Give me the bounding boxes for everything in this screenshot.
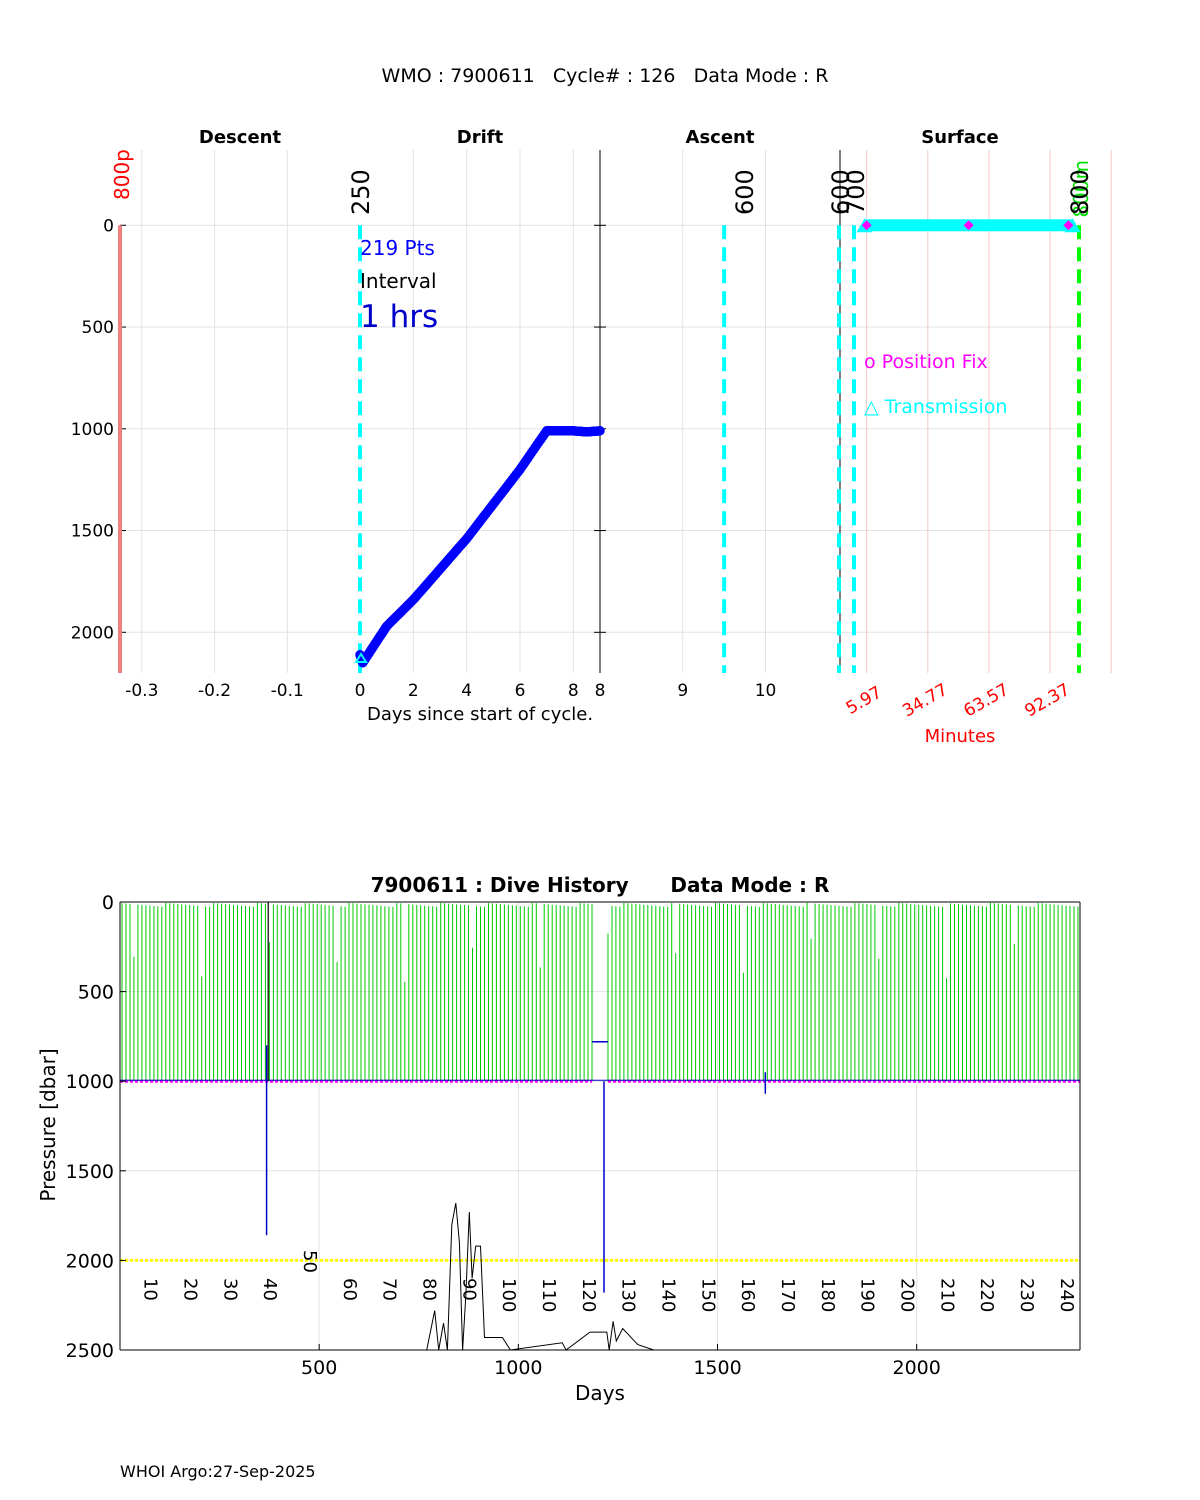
cycle-number-label: 60 bbox=[339, 1278, 360, 1301]
x-tick-label: 8 bbox=[595, 681, 606, 701]
dive-history-title: 7900611 : Dive History Data Mode : R bbox=[371, 873, 830, 897]
dive-history-axes bbox=[119, 901, 1081, 1351]
cycle-number-label: 10 bbox=[140, 1278, 161, 1301]
minutes-axis-label: Minutes bbox=[925, 726, 996, 747]
x-tick-label: 9 bbox=[677, 681, 688, 701]
minutes-tick-label: 5.97 bbox=[843, 683, 886, 719]
cycle-number-label: 240 bbox=[1056, 1278, 1077, 1312]
cycle-number-label: 230 bbox=[1016, 1278, 1037, 1312]
surface-profile-lines bbox=[121, 902, 1079, 1082]
x-tick-label: 1500 bbox=[693, 1357, 741, 1379]
cycle-number-label: 160 bbox=[737, 1278, 758, 1312]
panel-title-ascent: Ascent bbox=[686, 127, 755, 148]
bottom-pressure-trace bbox=[426, 1203, 654, 1351]
cycle-number-label: 220 bbox=[976, 1278, 997, 1312]
cycle-number-label: 140 bbox=[657, 1278, 678, 1312]
y-tick-label: 500 bbox=[78, 982, 114, 1004]
top-chart-data bbox=[354, 218, 1081, 668]
cycle-number-label: 110 bbox=[538, 1278, 559, 1312]
plot-area bbox=[120, 902, 1080, 1350]
y-tick-label: 1000 bbox=[71, 420, 114, 440]
cycle-number-label: 170 bbox=[777, 1278, 798, 1312]
panel-title-drift: Drift bbox=[457, 127, 504, 148]
x-tick-label: 2 bbox=[408, 681, 419, 701]
minutes-tick-label: 63.57 bbox=[960, 680, 1012, 722]
position-fix-marker bbox=[963, 220, 974, 231]
x-tick-label: 500 bbox=[301, 1357, 337, 1379]
dive-history-y-axis-label: Pressure [dbar] bbox=[36, 1048, 60, 1201]
figure-title: WMO : 7900611 Cycle# : 126 Data Mode : R bbox=[382, 65, 829, 87]
y-tick-label: 500 bbox=[82, 318, 114, 338]
marker-label-250: 250 bbox=[347, 169, 375, 215]
position-fix-legend: o Position Fix bbox=[864, 351, 988, 373]
cycle-number-label: 100 bbox=[498, 1278, 519, 1312]
transmission-legend: △ Transmission bbox=[864, 396, 1007, 418]
top-chart-tick-labels: 0 500 1000 1500 2000 -0.3 -0.2 -0.1 0 2 4 6 8 8 9 10 5.9… bbox=[71, 216, 1074, 721]
panel-title-surface: Surface bbox=[921, 127, 999, 148]
drift-profile-line bbox=[355, 426, 605, 668]
marker-label-600: 600 bbox=[827, 169, 855, 215]
drift-start-triangle bbox=[354, 652, 368, 663]
marker-label-800: 800 bbox=[1066, 169, 1094, 215]
cycle-number-label: 30 bbox=[219, 1278, 240, 1301]
dive-history-tick-labels: 0 500 1000 1500 2000 2500 500 1000 1500 2000 bbox=[66, 892, 941, 1379]
y-tick-label: 2500 bbox=[66, 1340, 114, 1362]
marker-label-800m: 800m bbox=[1069, 160, 1093, 218]
x-tick-label: 1000 bbox=[494, 1357, 542, 1379]
dive-history-grid bbox=[120, 902, 1080, 1350]
top-x-axis-label: Days since start of cycle. bbox=[367, 704, 593, 725]
panel-title-descent: Descent bbox=[199, 127, 282, 148]
cycle-number-label: 190 bbox=[857, 1278, 878, 1312]
y-tick-label: 0 bbox=[103, 216, 114, 236]
x-tick-label: 2000 bbox=[893, 1357, 941, 1379]
marker-label-600: 600 bbox=[731, 169, 759, 215]
marker-label-700: 700 bbox=[842, 169, 870, 215]
position-fix-marker bbox=[1063, 220, 1074, 231]
dive-history-data bbox=[120, 902, 1080, 1351]
y-tick-label: 1500 bbox=[71, 522, 114, 542]
x-tick-label: 10 bbox=[755, 681, 777, 701]
cycle-number-label: 200 bbox=[897, 1278, 918, 1312]
cycle-number-label: 130 bbox=[618, 1278, 639, 1312]
cycle-number-label: 20 bbox=[179, 1278, 200, 1301]
cycle-number-label: 50 bbox=[299, 1250, 320, 1273]
cycle-number-label: 150 bbox=[697, 1278, 718, 1312]
interval-label: Interval bbox=[360, 269, 437, 293]
x-tick-label: -0.2 bbox=[198, 681, 231, 701]
marker-label-800p: 800p bbox=[110, 149, 134, 200]
x-tick-label: 4 bbox=[461, 681, 472, 701]
y-tick-label: 2000 bbox=[66, 1250, 114, 1272]
position-fix-marker bbox=[861, 220, 872, 231]
cycle-number-label: 210 bbox=[936, 1278, 957, 1312]
cycle-number-label: 90 bbox=[458, 1278, 479, 1301]
x-tick-label: 0 bbox=[355, 681, 366, 701]
cycle-number-label: 120 bbox=[578, 1278, 599, 1312]
cycle-number-label: 80 bbox=[418, 1278, 439, 1301]
x-tick-label: 8 bbox=[568, 681, 579, 701]
top-chart-axes bbox=[120, 150, 841, 673]
y-tick-label: 2000 bbox=[71, 623, 114, 643]
y-tick-label: 1500 bbox=[66, 1161, 114, 1183]
drift-point bbox=[595, 426, 605, 436]
x-tick-label: -0.1 bbox=[271, 681, 304, 701]
y-tick-label: 0 bbox=[102, 892, 114, 914]
cycle-number-label: 70 bbox=[379, 1278, 400, 1301]
y-tick-label: 1000 bbox=[66, 1071, 114, 1093]
cycle-number-label: 180 bbox=[817, 1278, 838, 1312]
x-tick-label: 6 bbox=[515, 681, 526, 701]
interval-value: 1 hrs bbox=[360, 299, 438, 335]
dive-history-x-axis-label: Days bbox=[575, 1381, 625, 1405]
minutes-tick-label: 34.77 bbox=[899, 680, 951, 722]
footer-credit: WHOI Argo:27-Sep-2025 bbox=[120, 1462, 316, 1481]
minutes-tick-label: 92.37 bbox=[1021, 680, 1073, 722]
dive-history-cycle-labels: 10 20 30 40 50 60 70 80 90 100 110 120 130 140 150 160 1… bbox=[140, 1250, 1077, 1312]
x-tick-label: -0.3 bbox=[125, 681, 158, 701]
points-count-label: 219 Pts bbox=[360, 236, 435, 260]
cycle-number-label: 40 bbox=[259, 1278, 280, 1301]
